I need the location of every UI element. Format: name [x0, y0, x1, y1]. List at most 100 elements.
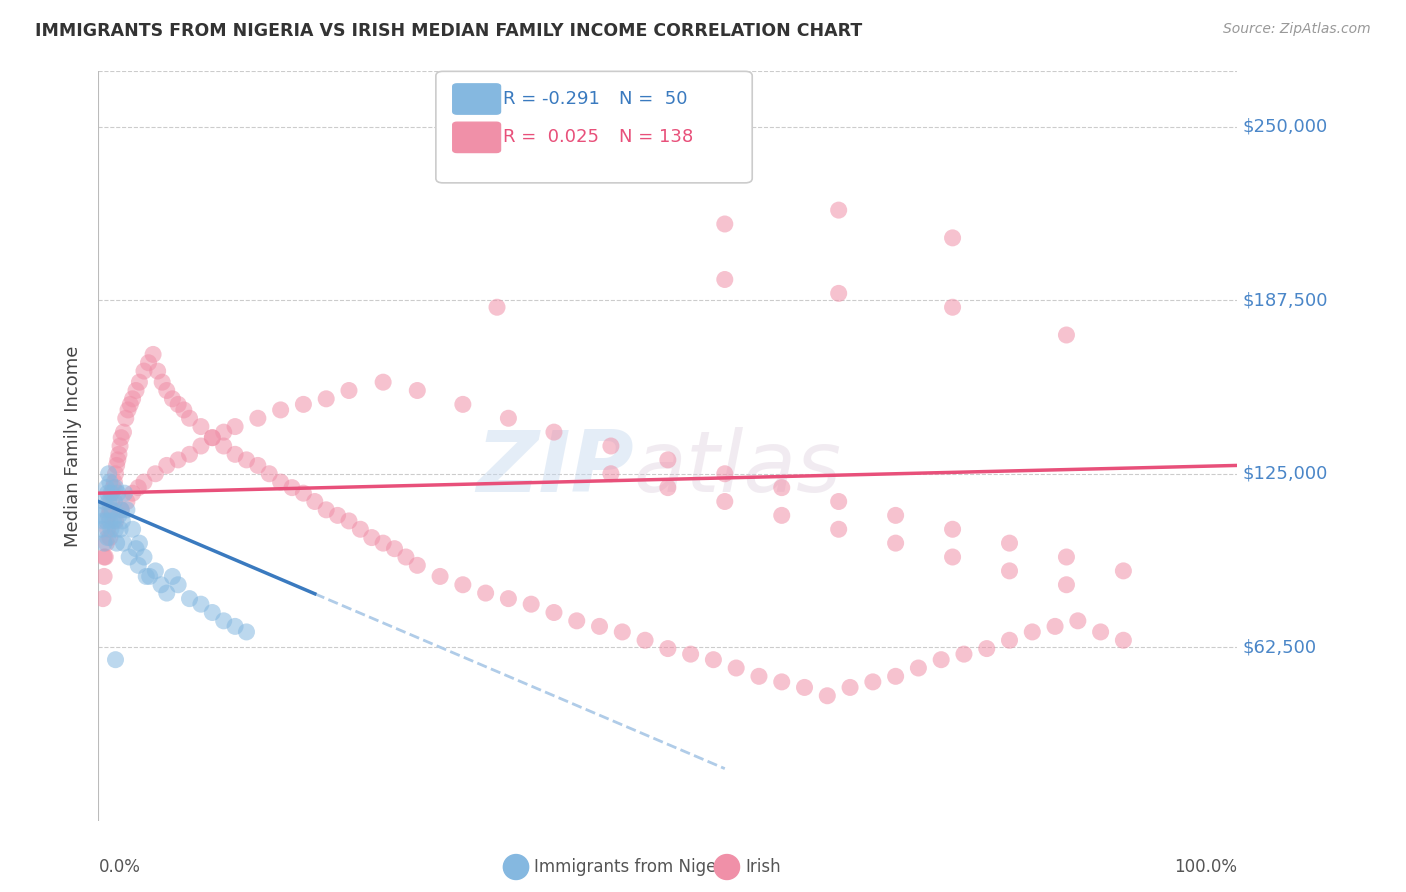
Point	[793, 681, 815, 695]
Point	[714, 272, 737, 286]
Point	[349, 522, 371, 536]
Point	[600, 467, 623, 481]
Text: $187,500: $187,500	[1243, 292, 1329, 310]
Point	[156, 384, 179, 398]
Point	[125, 384, 148, 398]
Point	[156, 458, 179, 473]
Point	[104, 522, 127, 536]
Point	[121, 392, 143, 406]
Point	[337, 384, 360, 398]
Point	[1112, 633, 1135, 648]
Point	[127, 481, 149, 495]
Point	[634, 633, 657, 648]
Point	[150, 578, 173, 592]
Point	[115, 503, 138, 517]
Point	[714, 467, 737, 481]
Point	[1054, 578, 1078, 592]
Point	[304, 494, 326, 508]
Point	[884, 536, 907, 550]
Point	[815, 689, 838, 703]
Point	[150, 375, 173, 389]
Point	[190, 419, 212, 434]
Point	[104, 481, 127, 495]
Point	[1054, 328, 1078, 343]
Point	[212, 425, 235, 439]
Point	[474, 586, 496, 600]
Point	[132, 364, 155, 378]
Point	[117, 403, 139, 417]
Point	[132, 549, 155, 564]
Point	[259, 467, 281, 481]
Text: ZIP: ZIP	[477, 427, 634, 510]
Point	[395, 549, 418, 564]
Point	[235, 453, 257, 467]
Point	[406, 384, 429, 398]
Point	[125, 541, 148, 556]
Point	[679, 647, 702, 661]
Text: R =  0.025: R = 0.025	[503, 128, 599, 146]
Point	[292, 486, 315, 500]
Point	[173, 403, 195, 417]
Point	[451, 578, 474, 592]
Text: IMMIGRANTS FROM NIGERIA VS IRISH MEDIAN FAMILY INCOME CORRELATION CHART: IMMIGRANTS FROM NIGERIA VS IRISH MEDIAN …	[35, 22, 862, 40]
Point	[270, 475, 292, 489]
Point	[828, 522, 851, 536]
Point	[1043, 619, 1066, 633]
Point	[162, 392, 184, 406]
Point	[167, 578, 190, 592]
Point	[108, 522, 131, 536]
Point	[120, 397, 142, 411]
Point	[167, 397, 190, 411]
Point	[108, 439, 131, 453]
Point	[953, 647, 976, 661]
Point	[224, 447, 246, 461]
Point	[942, 549, 965, 564]
Point	[107, 453, 129, 467]
Point	[101, 486, 124, 500]
Point	[94, 549, 117, 564]
Point	[100, 494, 122, 508]
Point	[998, 633, 1021, 648]
Point	[657, 641, 679, 656]
Point	[105, 458, 128, 473]
Point	[770, 674, 793, 689]
Point	[1067, 614, 1090, 628]
Point	[657, 481, 679, 495]
Point	[1090, 624, 1112, 639]
Point	[103, 481, 125, 495]
Point	[104, 467, 127, 481]
Point	[315, 503, 337, 517]
Point	[128, 536, 150, 550]
Point	[942, 231, 965, 245]
Point	[281, 481, 304, 495]
Point	[112, 536, 135, 550]
Point	[96, 531, 118, 545]
Point	[127, 558, 149, 573]
Point	[110, 503, 132, 517]
Point	[91, 591, 114, 606]
Text: Immigrants from Nigeria: Immigrants from Nigeria	[534, 858, 738, 876]
Point	[142, 347, 165, 361]
Point	[498, 411, 520, 425]
Point	[179, 591, 201, 606]
Point	[100, 522, 122, 536]
Point	[224, 419, 246, 434]
Point	[429, 569, 451, 583]
Point	[103, 514, 125, 528]
Text: atlas: atlas	[634, 427, 842, 510]
Point	[600, 439, 623, 453]
Point	[371, 375, 394, 389]
Point	[942, 522, 965, 536]
Point	[498, 591, 520, 606]
Point	[212, 614, 235, 628]
Text: $125,000: $125,000	[1243, 465, 1329, 483]
Point	[520, 597, 543, 611]
Point	[828, 494, 851, 508]
Point	[138, 356, 160, 370]
Point	[138, 569, 160, 583]
Point	[907, 661, 929, 675]
Point	[201, 431, 224, 445]
Point	[156, 586, 179, 600]
Point	[942, 300, 965, 314]
Point	[121, 486, 143, 500]
